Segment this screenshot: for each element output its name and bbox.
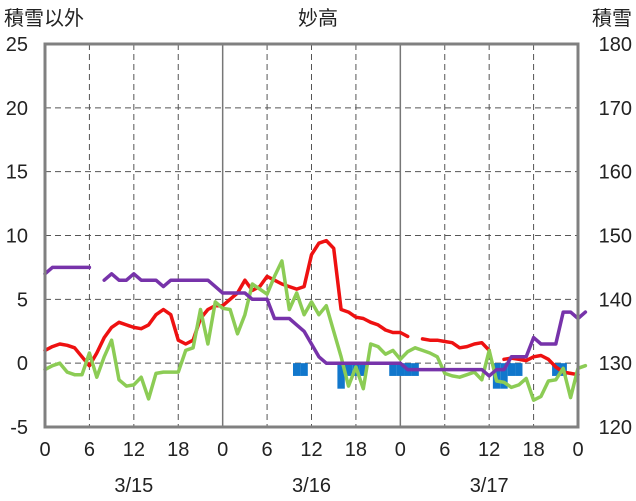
precip-bar	[344, 363, 353, 376]
right-tick-label: 150	[599, 226, 632, 248]
x-tick-label: 12	[123, 439, 145, 461]
x-tick-label: 0	[217, 439, 228, 461]
date-label: 3/16	[292, 475, 331, 497]
right-axis-ticks: 120 130 140 150 160 170 180	[599, 34, 632, 439]
series-line-2	[102, 272, 588, 378]
left-tick-label: 20	[6, 98, 28, 120]
precip-bar	[359, 363, 368, 376]
x-tick-label: 6	[262, 439, 273, 461]
precip-bar	[552, 363, 560, 376]
x-axis-ticks: 0 6 12 18 0 6 12 18 0 6 12 18 0	[39, 439, 583, 461]
date-label: 3/17	[470, 475, 509, 497]
precip-bar	[337, 363, 345, 389]
right-tick-label: 120	[599, 417, 632, 439]
left-tick-label: 10	[6, 226, 28, 248]
chart-title: 妙高	[298, 7, 338, 30]
precip-bar	[515, 363, 523, 376]
date-label: 3/15	[114, 475, 153, 497]
right-tick-label: 160	[599, 162, 632, 184]
right-tick-label: 170	[599, 98, 632, 120]
precip-bar	[300, 363, 308, 376]
right-axis-label: 積雪	[592, 7, 632, 30]
plot-frame	[43, 42, 580, 429]
left-tick-label: -5	[10, 417, 28, 439]
x-tick-label: 0	[395, 439, 406, 461]
left-tick-label: 15	[6, 162, 28, 184]
date-labels: 3/15 3/16 3/17	[114, 475, 508, 497]
grid-lines	[45, 44, 578, 427]
x-tick-label: 18	[167, 439, 189, 461]
series-line-0	[420, 337, 491, 353]
left-tick-label: 25	[6, 34, 28, 56]
precip-bar	[500, 363, 508, 389]
precip-bar	[507, 363, 516, 376]
x-tick-label: 12	[300, 439, 322, 461]
series-line-1	[43, 259, 588, 402]
x-tick-label: 6	[84, 439, 95, 461]
left-tick-label: 0	[17, 353, 28, 375]
x-tick-label: 18	[345, 439, 367, 461]
series-line-0	[43, 238, 410, 368]
precip-bar	[389, 363, 397, 376]
x-tick-label: 18	[522, 439, 544, 461]
precip-bar	[292, 363, 301, 376]
x-tick-label: 0	[39, 439, 50, 461]
precip-bar	[396, 363, 405, 376]
line-series	[43, 238, 588, 402]
left-tick-label: 5	[17, 289, 28, 311]
left-axis-label: 積雪以外	[4, 7, 84, 30]
x-tick-label: 6	[439, 439, 450, 461]
bar-series	[292, 363, 567, 389]
series-line-2	[43, 265, 92, 276]
right-tick-label: 180	[599, 34, 632, 56]
right-tick-label: 140	[599, 289, 632, 311]
x-tick-label: 12	[478, 439, 500, 461]
left-axis-ticks: -5 0 5 10 15 20 25	[6, 34, 28, 439]
right-tick-label: 130	[599, 353, 632, 375]
x-tick-label: 0	[572, 439, 583, 461]
